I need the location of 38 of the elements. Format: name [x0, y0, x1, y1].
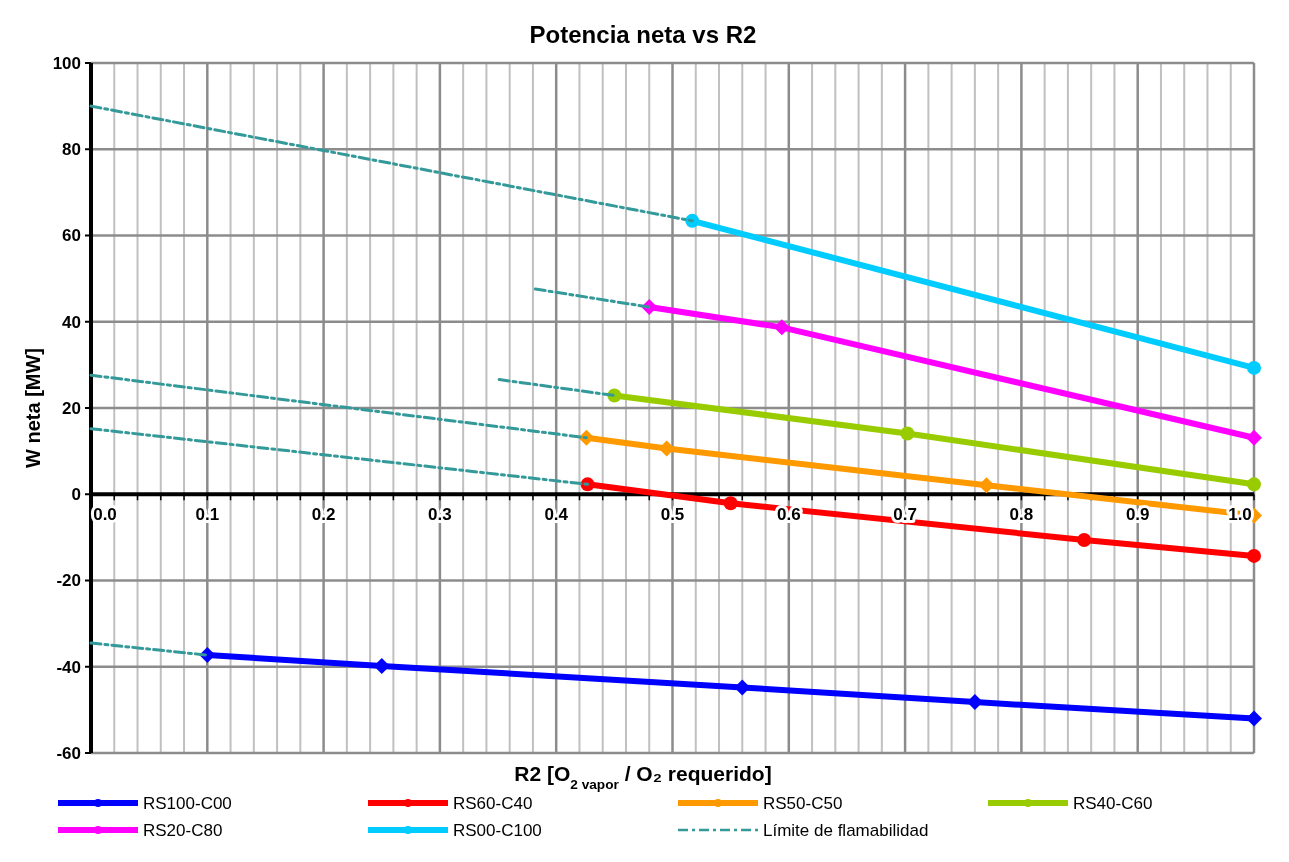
point — [723, 496, 738, 511]
legend-label: RS100-C00 — [143, 793, 232, 813]
y-tick-label: 60 — [62, 226, 81, 246]
point — [978, 477, 995, 494]
x-tick-label: 0.3 — [428, 505, 452, 525]
point — [1077, 532, 1092, 547]
y-axis-title: W neta [MW] — [22, 348, 44, 468]
x-tick-label: 0.1 — [195, 505, 220, 525]
x-tick-label: 0.8 — [1009, 505, 1034, 525]
y-tick-label: -40 — [56, 657, 81, 677]
point — [1246, 429, 1262, 446]
legend-label: RS40-C60 — [1073, 793, 1153, 813]
point — [1247, 477, 1261, 492]
legend-label: RS60-C40 — [453, 793, 533, 813]
x-axis-title: R2 [O$_{2 vapor}$ / O₂ requerido] — [514, 762, 772, 792]
y-tick-label: 0 — [71, 485, 81, 505]
y-tick-label: 40 — [62, 312, 81, 332]
point — [773, 319, 790, 336]
y-tick-label: -60 — [56, 743, 81, 763]
y-tick-label: 20 — [62, 398, 81, 418]
chart-title: Potencia neta vs R2 — [529, 21, 757, 48]
y-tick-label: 100 — [52, 53, 81, 73]
point — [658, 440, 675, 457]
legend-label: RS50-C50 — [763, 793, 843, 813]
x-tick-label: 0.0 — [93, 505, 117, 525]
y-tick-label: -20 — [56, 571, 81, 591]
legend-label: RS00-C100 — [453, 820, 542, 840]
x-tick-label: 0.4 — [544, 505, 569, 525]
x-tick-label: 0.2 — [311, 505, 336, 525]
x-tick-label: 0.9 — [1125, 505, 1150, 525]
legend-label: RS20-C80 — [143, 820, 223, 840]
y-tick-label: 80 — [62, 140, 81, 160]
point — [1246, 710, 1262, 727]
point — [1247, 360, 1261, 375]
point — [1247, 548, 1261, 563]
legend-label: Límite de flamabilidad — [763, 820, 929, 840]
x-tick-label: 0.5 — [660, 505, 685, 525]
point — [900, 426, 915, 441]
